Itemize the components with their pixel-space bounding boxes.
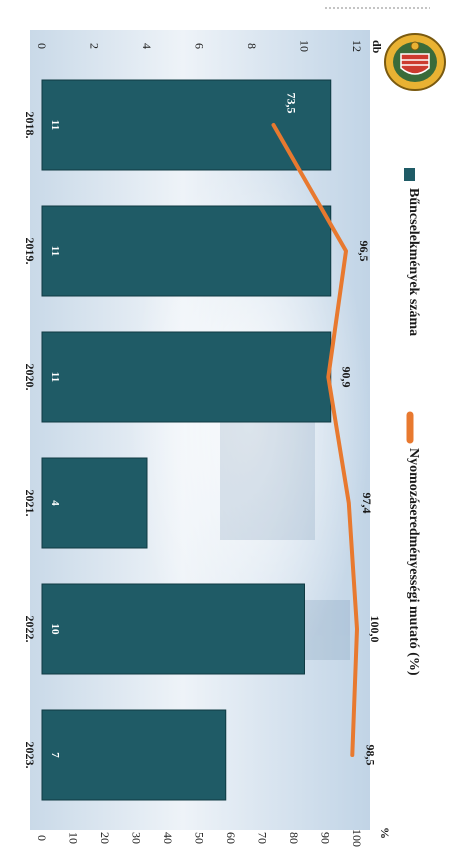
right-axis-tick-label: 0 [35, 835, 49, 841]
line-value-label: 90,9 [339, 367, 353, 388]
line-value-labels: 73,5 96,5 90,9 97,4 100,0 98,5 [285, 93, 382, 766]
left-axis-unit: db [370, 40, 384, 54]
bar-value-label: 4 [49, 500, 61, 506]
left-axis-tick-label: 6 [193, 43, 207, 49]
category-label: 2018. [23, 112, 37, 139]
left-axis-tick-label: 12 [350, 40, 364, 52]
category-label: 2023. [23, 742, 37, 769]
bar-value-label: 11 [49, 246, 61, 256]
bar [41, 457, 148, 549]
right-axis-tick-label: 20 [98, 832, 112, 844]
line-series [271, 123, 359, 757]
police-emblem-icon [384, 33, 446, 91]
line-value-label: 98,5 [363, 745, 377, 766]
right-axis-tick-label: 100 [350, 829, 364, 847]
right-axis-tick-label: 60 [224, 832, 238, 844]
category-label: 2021. [23, 490, 37, 517]
line-value-label: 100,0 [368, 616, 382, 643]
bar [41, 79, 332, 171]
left-axis-tick-label: 0 [35, 43, 49, 49]
line-value-label: 96,5 [357, 241, 371, 262]
right-axis-tick-label: 50 [193, 832, 207, 844]
bar-value-label: 10 [49, 624, 61, 636]
right-axis-tick-label: 70 [256, 832, 270, 844]
legend: Bűncselekmények száma Nyomozáseredményes… [404, 168, 421, 676]
left-axis-tick-label: 4 [140, 43, 154, 49]
bar-value-label: 11 [49, 372, 61, 382]
left-axis-ticks: 0 2 4 6 8 10 12 [35, 40, 364, 52]
legend-label-bars: Bűncselekmények száma [406, 188, 421, 336]
left-axis-tick-label: 8 [245, 43, 259, 49]
right-axis-tick-label: 90 [319, 832, 333, 844]
category-label: 2019. [23, 238, 37, 265]
legend-swatch-bars [404, 168, 415, 181]
line-value-label: 97,4 [360, 493, 374, 514]
left-axis-tick-label: 2 [88, 43, 102, 49]
category-label: 2022. [23, 616, 37, 643]
legend-label-line: Nyomozáseredményességi mutató (%) [406, 448, 421, 676]
right-axis-unit: % [378, 827, 392, 839]
right-axis-tick-label: 30 [130, 832, 144, 844]
bar [41, 583, 305, 675]
left-axis-tick-label: 10 [298, 40, 312, 52]
right-axis-tick-label: 40 [161, 832, 175, 844]
category-labels: 2018. 2019. 2020. 2021. 2022. 2023. [23, 112, 37, 769]
bar [41, 331, 332, 423]
bar-value-label: 11 [49, 120, 61, 130]
bar [41, 709, 227, 801]
right-axis-tick-label: 80 [287, 832, 301, 844]
bar-value-labels: 11 11 11 4 10 7 [49, 120, 61, 758]
line-path [271, 123, 359, 757]
category-label: 2020. [23, 364, 37, 391]
bar [41, 205, 332, 297]
right-axis-ticks: 0 10 20 30 40 50 60 70 80 90 100 [35, 829, 364, 847]
bar-series [41, 79, 332, 801]
line-value-label: 73,5 [285, 93, 299, 114]
bar-value-label: 7 [49, 752, 61, 758]
right-axis-tick-label: 10 [67, 832, 81, 844]
